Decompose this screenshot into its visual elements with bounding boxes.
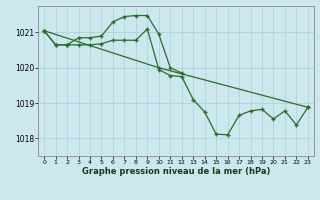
X-axis label: Graphe pression niveau de la mer (hPa): Graphe pression niveau de la mer (hPa): [82, 167, 270, 176]
